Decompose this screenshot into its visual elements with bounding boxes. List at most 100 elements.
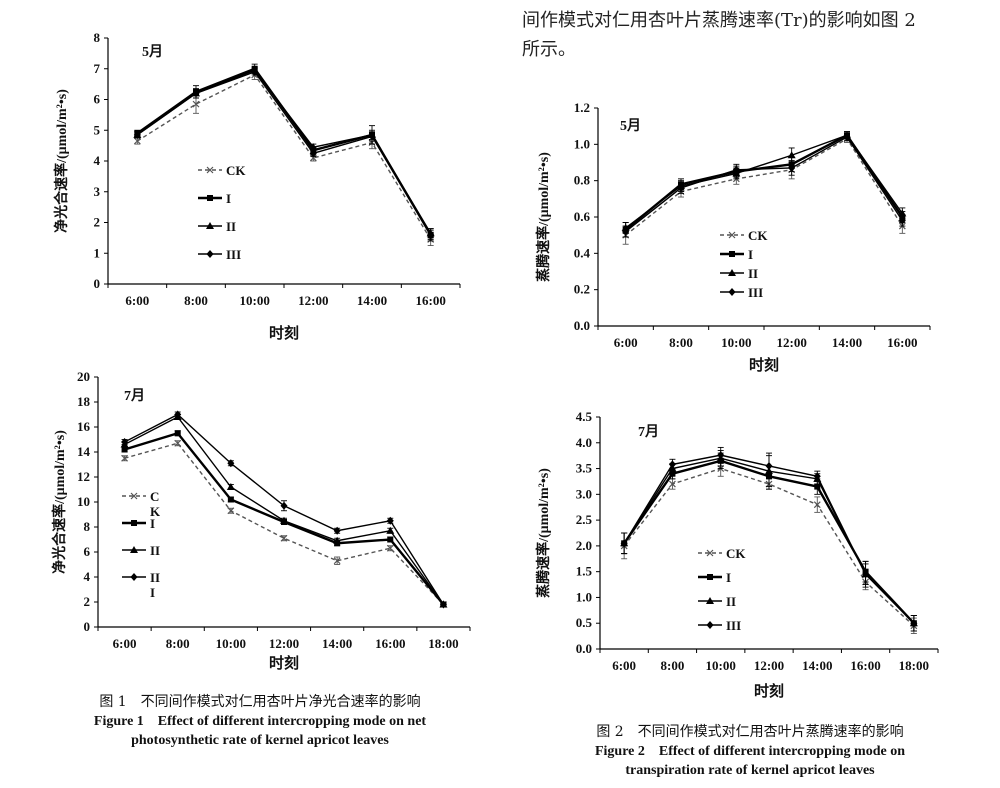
legend-marker: [130, 492, 138, 500]
y-tick-label: 4.0: [576, 435, 592, 450]
x-axis-label: 时刻: [269, 654, 299, 672]
data-point: [309, 143, 318, 151]
y-tick-label: 2: [94, 215, 101, 230]
body-text: 间作模式对仁用杏叶片蒸腾速率(Tr)的影响如图 2 所示。: [522, 6, 992, 64]
month-label: 7月: [638, 424, 659, 440]
figure-1-caption-en-line1: Figure 1 Effect of different intercroppi…: [93, 714, 427, 729]
legend-marker: [706, 621, 714, 629]
data-point: [622, 227, 630, 236]
figure-1-caption-en-line2: photosynthetic rate of kernel apricot le…: [131, 733, 389, 748]
legend-marker: [728, 288, 736, 296]
y-tick-label: 0: [94, 276, 101, 291]
x-tick-label: 14:00: [322, 636, 352, 651]
data-point: [333, 536, 342, 544]
data-point: [620, 539, 628, 548]
series-line: [623, 467, 915, 627]
data-point: [787, 151, 796, 159]
data-point: [280, 534, 288, 542]
figure-2-caption-cn: 图 2 不同间作模式对仁用杏叶片蒸腾速率的影响: [596, 724, 904, 740]
y-tick-label: 2.0: [576, 538, 592, 553]
y-tick-label: 1: [94, 245, 101, 260]
data-point: [280, 516, 288, 524]
figure-2-caption-en-line2: transpiration rate of kernel apricot lea…: [625, 763, 875, 778]
legend-label: I: [726, 570, 731, 585]
x-tick-label: 6:00: [612, 658, 636, 673]
series-line: [136, 70, 432, 236]
y-tick-label: 1.0: [576, 589, 592, 604]
y-tick-label: 6: [94, 92, 101, 107]
data-point: [174, 439, 182, 447]
body-text-line: 所示。: [522, 39, 576, 60]
x-tick-label: 10:00: [721, 335, 751, 350]
x-tick-label: 10:00: [216, 636, 246, 651]
y-tick-label: 3.5: [576, 461, 593, 476]
legend-marker: [130, 546, 138, 553]
x-tick-label: 12:00: [754, 658, 784, 673]
x-tick-label: 12:00: [298, 293, 328, 308]
y-tick-label: 20: [77, 369, 90, 384]
data-point: [765, 461, 773, 470]
x-axis-label: 时刻: [749, 356, 779, 374]
legend-marker: [728, 231, 736, 239]
x-tick-label: 8:00: [661, 658, 685, 673]
y-tick-label: 1.0: [574, 136, 590, 151]
data-point: [732, 165, 740, 174]
y-tick-label: 8: [94, 30, 101, 45]
figure-2-caption: 图 2 不同间作模式对仁用杏叶片蒸腾速率的影响 Figure 2 Effect …: [520, 722, 980, 780]
x-tick-label: 16:00: [850, 658, 880, 673]
data-point: [843, 133, 851, 142]
x-axis-label: 时刻: [269, 324, 299, 342]
data-point: [227, 507, 235, 515]
y-tick-label: 6: [84, 544, 91, 559]
legend-marker: [207, 195, 213, 201]
series-line: [625, 137, 903, 236]
x-tick-label: 18:00: [428, 636, 458, 651]
y-tick-label: 0.0: [574, 318, 590, 333]
x-tick-label: 14:00: [357, 293, 387, 308]
y-tick-label: 2.5: [576, 512, 593, 527]
chart-tr-jul: 0.0 0.5 1.0 1.5 2.0 2.5 3.0 3.5 4.0 4.5 6:00 8:00 10…: [535, 409, 939, 700]
legend-marker: [728, 269, 736, 276]
legend-marker: [131, 520, 137, 526]
y-tick-label: 12: [77, 469, 90, 484]
data-point: [813, 501, 821, 509]
data-point: [280, 501, 288, 510]
data-point: [677, 183, 685, 192]
y-axis-label: 蒸腾速率/(μmol/m²•s): [535, 152, 552, 282]
series-line: [136, 69, 432, 234]
y-axis-label: 净光合速率/(μmol/m²•s): [51, 430, 68, 574]
series-line: [625, 134, 903, 229]
data-point: [333, 557, 341, 565]
body-text-line: 间作模式对仁用杏叶片蒸腾速率(Tr)的影响如图 2: [522, 10, 916, 31]
legend-label: C: [150, 489, 159, 504]
x-tick-label: 16:00: [415, 293, 445, 308]
data-point: [862, 570, 870, 579]
x-tick-label: 12:00: [776, 335, 806, 350]
data-point: [368, 132, 376, 141]
y-tick-label: 5: [94, 122, 101, 137]
legend-marker: [729, 251, 735, 257]
data-point: [121, 446, 128, 453]
y-tick-label: 0.5: [576, 615, 593, 630]
series-line: [625, 136, 903, 233]
y-tick-label: 4.5: [576, 409, 593, 424]
figure-1-caption-cn: 图 1 不同间作模式对仁用杏叶片净光合速率的影响: [99, 694, 421, 710]
legend-label: CK: [226, 163, 246, 178]
y-tick-label: 1.5: [576, 564, 593, 579]
y-axis-label: 蒸腾速率/(μmol/m²•s): [535, 468, 552, 598]
data-point: [192, 100, 200, 108]
legend-label: I: [150, 585, 155, 600]
legend-label: I: [150, 516, 155, 531]
data-point: [192, 89, 200, 98]
data-point: [227, 459, 235, 468]
data-point: [309, 149, 317, 158]
y-tick-label: 0.4: [574, 245, 591, 260]
legend-label: I: [226, 191, 231, 206]
x-tick-label: 6:00: [614, 335, 638, 350]
chart-pn-jul: 0 2 4 6 8 10 12 14 16 18 20 6:00 8:00 10:00 12:00 14:00…: [51, 369, 471, 672]
data-point: [226, 483, 235, 490]
data-point: [439, 600, 447, 609]
legend-marker: [706, 597, 714, 604]
legend-label: K: [150, 504, 161, 519]
data-point: [427, 230, 435, 239]
